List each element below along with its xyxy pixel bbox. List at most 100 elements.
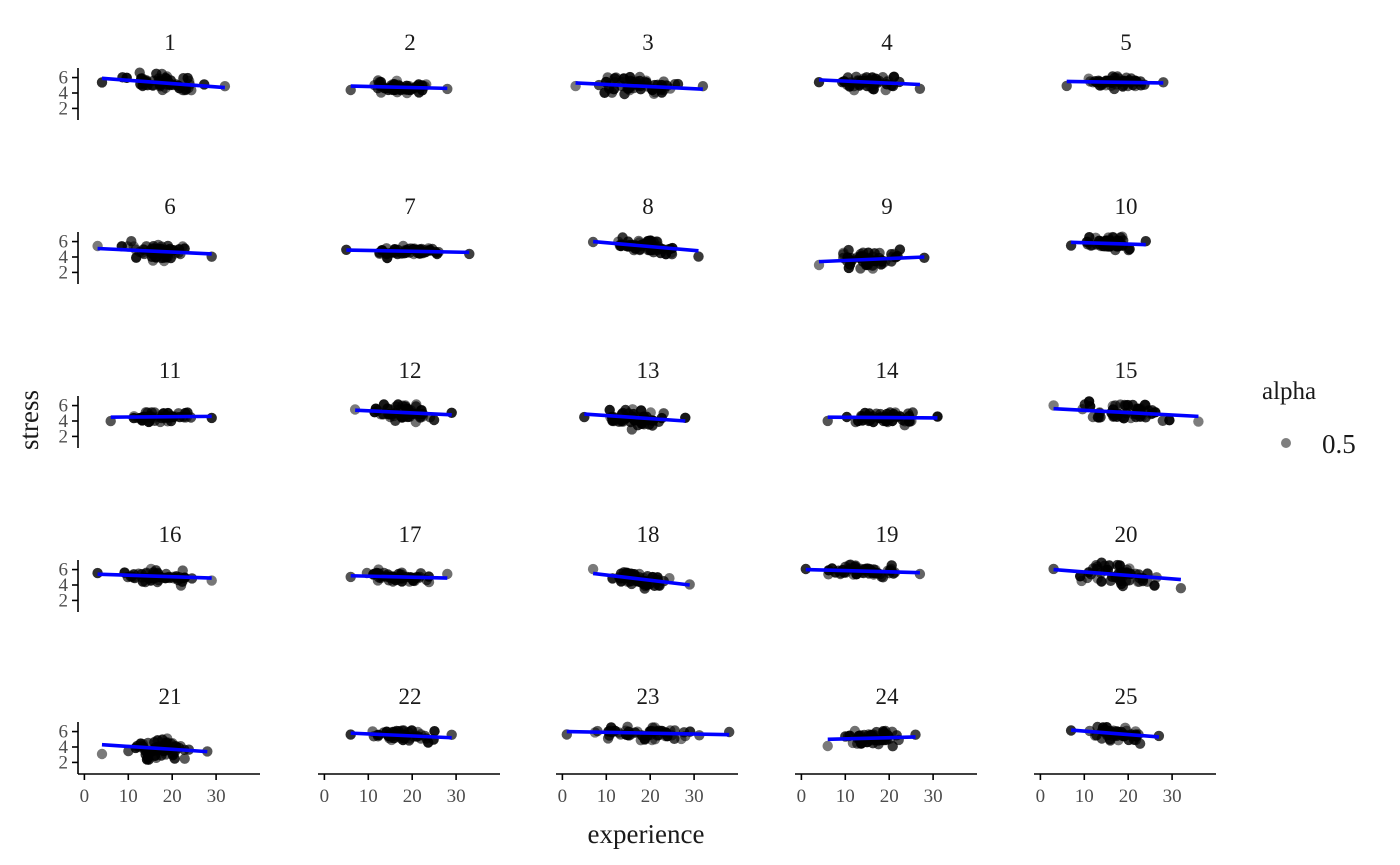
x-axis: 0 10 20 30 <box>556 773 738 807</box>
facet-strip-label: 18 <box>637 522 660 547</box>
data-point <box>869 248 880 259</box>
data-point <box>178 85 190 96</box>
facet-strip-label: 23 <box>637 684 660 709</box>
facet-strip-label: 15 <box>1115 358 1138 383</box>
facet-strip-label: 19 <box>876 522 899 547</box>
data-point <box>123 745 134 757</box>
y-tick-label: 6 <box>59 396 69 417</box>
facet-strip-label: 21 <box>159 684 182 709</box>
facet-panel-23: 23 0 10 20 30 <box>556 684 738 807</box>
data-point <box>1134 576 1145 587</box>
facet-panel-1: 1 246 <box>59 30 231 120</box>
y-axis: 246 <box>59 722 79 774</box>
data-point <box>843 262 854 274</box>
data-point <box>640 580 651 592</box>
x-tick-label: 30 <box>1163 786 1182 807</box>
data-point <box>602 72 613 83</box>
facet-strip-label: 10 <box>1115 194 1138 219</box>
y-axis: 246 <box>59 560 79 612</box>
facet-strip-label: 7 <box>404 194 416 219</box>
x-tick-label: 0 <box>320 786 330 807</box>
data-point <box>1122 399 1134 411</box>
regression-line <box>1053 406 1199 419</box>
facet-panel-9: 9 <box>813 194 930 274</box>
regression-line <box>805 567 920 575</box>
y-tick-label: 2 <box>59 262 69 283</box>
x-tick-label: 0 <box>1036 786 1046 807</box>
data-point <box>1112 71 1123 82</box>
facet-panel-20: 20 <box>1048 522 1187 594</box>
facet-strip-label: 6 <box>164 194 176 219</box>
regression-line <box>1070 728 1160 739</box>
data-point <box>894 244 906 255</box>
facet-panel-18: 18 <box>587 522 695 594</box>
facet-panel-10: 10 <box>1065 194 1152 256</box>
data-point <box>1193 416 1204 427</box>
y-axis: 246 <box>59 396 79 448</box>
y-tick-label: 6 <box>59 68 69 89</box>
x-tick-label: 20 <box>403 786 422 807</box>
data-point <box>822 740 833 752</box>
data-point <box>165 252 176 264</box>
x-axis: 0 10 20 30 <box>318 773 500 807</box>
regression-line <box>1053 567 1182 582</box>
facet-strip-label: 13 <box>637 358 660 383</box>
x-tick-label: 30 <box>447 786 466 807</box>
data-point <box>1087 411 1099 423</box>
data-point <box>1175 583 1187 594</box>
y-tick-label: 4 <box>59 247 69 268</box>
facet-strip-label: 9 <box>881 194 893 219</box>
regression-line <box>827 735 916 742</box>
data-point <box>626 424 638 435</box>
y-tick-label: 2 <box>59 752 69 773</box>
y-tick-label: 2 <box>59 590 69 611</box>
facet-strip-label: 1 <box>164 30 176 55</box>
data-point <box>855 263 866 274</box>
x-tick-label: 10 <box>597 786 616 807</box>
regression-line <box>350 84 448 91</box>
data-point <box>390 401 402 412</box>
x-tick-label: 10 <box>119 786 138 807</box>
y-tick-label: 6 <box>59 560 69 581</box>
facet-strip-label: 14 <box>876 358 900 383</box>
regression-line <box>1071 240 1146 247</box>
regression-line <box>827 415 938 420</box>
regression-line <box>592 571 690 587</box>
facet-points <box>570 71 709 100</box>
data-point <box>384 411 396 423</box>
x-axis: 0 10 20 30 <box>78 773 260 807</box>
regression-line <box>1066 79 1164 85</box>
facet-panel-15: 15 <box>1048 358 1204 427</box>
data-point <box>587 563 599 575</box>
facet-panel-13: 13 <box>579 358 691 435</box>
data-point <box>146 407 157 418</box>
data-point <box>1128 734 1140 745</box>
data-point <box>1116 578 1127 590</box>
data-point <box>1142 576 1153 587</box>
data-point <box>871 726 882 738</box>
data-point <box>880 84 891 96</box>
y-tick-label: 6 <box>59 722 69 743</box>
x-tick-label: 10 <box>836 786 855 807</box>
facet-strip-label: 3 <box>642 30 654 55</box>
facet-strip-label: 22 <box>399 684 422 709</box>
facet-strip-label: 20 <box>1115 522 1138 547</box>
data-point <box>96 748 108 760</box>
facet-panel-2: 2 <box>345 30 453 99</box>
facet-panel-11: 11 246 <box>59 358 217 448</box>
x-tick-label: 20 <box>163 786 182 807</box>
data-point <box>182 72 193 84</box>
facet-strip-label: 5 <box>1120 30 1132 55</box>
x-tick-label: 0 <box>80 786 90 807</box>
x-axis: 0 10 20 30 <box>1034 773 1216 807</box>
facet-strip-label: 17 <box>399 522 422 547</box>
data-point <box>1110 400 1121 411</box>
y-tick-label: 4 <box>59 737 69 758</box>
facet-panel-7: 7 <box>341 194 475 264</box>
x-tick-label: 30 <box>685 786 704 807</box>
regression-line <box>97 572 212 580</box>
facet-panel-5: 5 <box>1061 30 1169 95</box>
regression-line <box>97 246 212 256</box>
